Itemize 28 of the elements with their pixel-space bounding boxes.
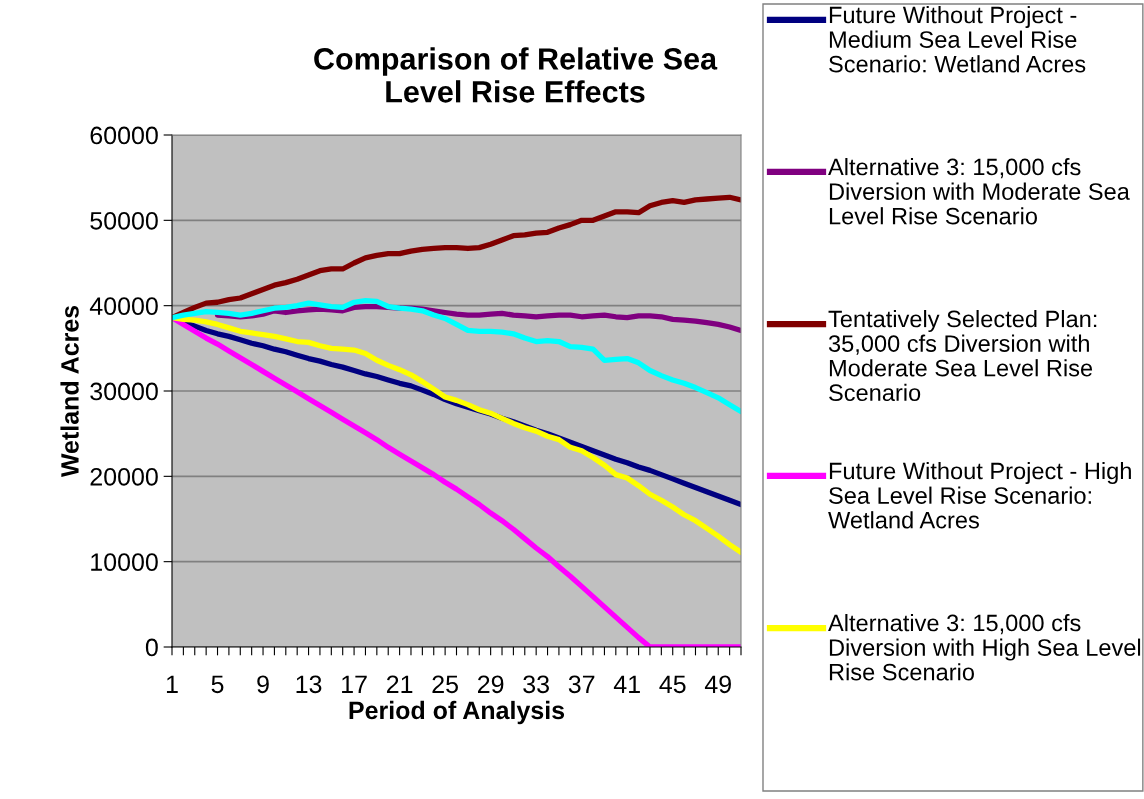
y-tick-label: 30000 (90, 382, 158, 401)
x-tick-label: 1 (166, 675, 178, 693)
y-axis-title: Wetland Acres (60, 305, 79, 478)
x-tick-label: 25 (432, 675, 458, 694)
legend-label: Future Without Project - Medium Sea Level Rise Scenario: Wetland Acres (829, 6, 1086, 73)
y-tick-label: 20000 (90, 467, 158, 486)
x-tick-label: 5 (211, 675, 224, 694)
y-tick-label: 10000 (91, 553, 158, 571)
x-tick-label: 29 (478, 675, 504, 694)
y-tick-label: 40000 (89, 297, 158, 315)
y-tick-label: 50000 (90, 211, 158, 230)
x-tick-label: 49 (704, 675, 731, 694)
legend-label: Tentatively Selected Plan: 35,000 cfs Diversion with Moderate Sea Level Rise Scenario (828, 310, 1097, 402)
x-tick-label: 21 (386, 675, 413, 693)
y-tick-label: 0 (145, 638, 158, 657)
legend-label: Future Without Project - High Sea Level Rise Scenario: Wetland Acres (828, 462, 1131, 529)
x-tick-label: 41 (613, 675, 640, 693)
x-tick-label: 37 (568, 675, 595, 694)
x-tick-label: 13 (296, 675, 322, 694)
x-tick-label: 33 (523, 675, 549, 694)
y-tick-label: 60000 (90, 126, 158, 145)
x-axis-title: Period of Analysis (349, 700, 565, 725)
x-tick-label: 9 (257, 675, 269, 694)
x-tick-label: 45 (659, 675, 686, 694)
chart-title: Comparison of Relative Sea Level Rise Effects (314, 47, 718, 103)
x-tick-label: 17 (342, 675, 367, 693)
legend-label: Alternative 3: 15,000 cfs Diversion with Moderate Sea Level Rise Scenario (828, 158, 1130, 225)
legend-label: Alternative 3: 15,000 cfs Diversion with High Sea Level Rise Scenario (828, 614, 1141, 681)
